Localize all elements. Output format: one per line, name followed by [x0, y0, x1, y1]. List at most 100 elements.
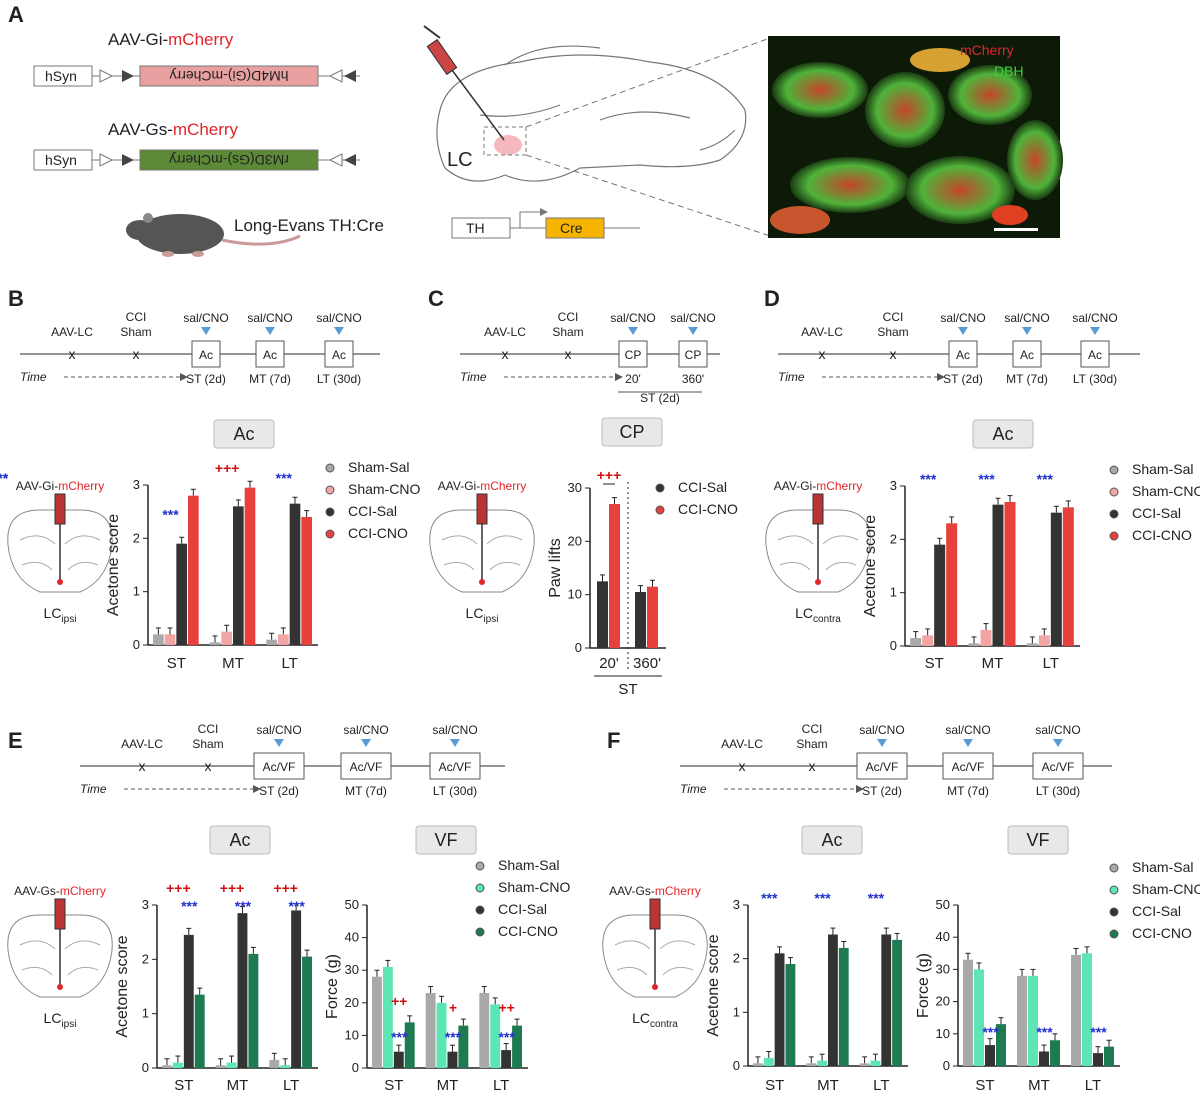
promoter-label: hSyn — [45, 152, 77, 168]
bar — [302, 956, 312, 1068]
legend-label: CCI-CNO — [1132, 527, 1192, 543]
rm3d-box — [139, 149, 319, 171]
arrow-down-icon — [628, 327, 638, 335]
arrow-down-icon — [958, 327, 968, 335]
legend-label: Sham-CNO — [1132, 483, 1200, 499]
x-tick-label: LT — [1043, 655, 1059, 672]
significance-mark: *** — [0, 470, 9, 486]
bar — [870, 1060, 881, 1066]
time-label: Time — [460, 370, 487, 384]
chart-header-box — [213, 419, 275, 449]
event-marker: x — [739, 758, 746, 774]
bar — [188, 495, 199, 645]
y-tick-label: 40 — [936, 929, 950, 944]
lc-side-label: LCcontra — [795, 605, 841, 625]
bar — [447, 1051, 458, 1068]
y-tick-label: 30 — [936, 961, 950, 976]
treatment-label: sal/CNO — [247, 311, 292, 325]
bar — [382, 966, 393, 1068]
significance-mark: *** — [978, 471, 995, 487]
significance-mark: *** — [391, 1029, 408, 1045]
test-box — [253, 752, 305, 780]
bar — [785, 964, 796, 1066]
legend-label: Sham-CNO — [1132, 881, 1200, 897]
micrograph-red-label: mCherry — [960, 42, 1014, 58]
y-tick-label: 2 — [142, 951, 149, 966]
test-box-label: Ac/VF — [952, 760, 985, 774]
syringe-icon — [649, 898, 661, 930]
bar — [763, 1057, 774, 1066]
bar — [226, 1062, 237, 1068]
cre-label: Cre — [560, 220, 583, 236]
bar — [974, 969, 984, 1066]
legend-label: CCI-Sal — [348, 503, 397, 519]
bar — [1071, 954, 1081, 1066]
bar — [806, 1063, 817, 1066]
bar — [280, 1065, 291, 1068]
y-tick-label: 30 — [568, 480, 582, 495]
y-tick-label: 3 — [142, 897, 149, 912]
legend: Sham-Sal Sham-CNO CCI-Sal CCI-CNO — [1109, 859, 1200, 941]
test-box-label: Ac — [1020, 348, 1034, 362]
x-tick-label: ST — [975, 1077, 994, 1094]
event-label: AAV-LC — [121, 737, 163, 751]
significance-mark: +++ — [220, 880, 245, 896]
y-tick-label: 20 — [568, 533, 582, 548]
bar — [1050, 1040, 1060, 1066]
legend-label: Sham-CNO — [498, 879, 570, 895]
y-tick-label: 10 — [568, 587, 582, 602]
lc-side-label: LCipsi — [466, 605, 499, 625]
legend-marker — [475, 861, 485, 871]
legend-marker — [475, 927, 485, 937]
significance-mark: +++ — [273, 880, 298, 896]
test-box — [1032, 752, 1084, 780]
legend-marker — [325, 485, 335, 495]
micrograph-image — [768, 36, 1063, 238]
test-box-label: CP — [685, 348, 702, 362]
panel-label-f: F — [607, 728, 620, 753]
legend-marker — [1109, 531, 1119, 541]
significance-mark: *** — [1036, 1024, 1053, 1040]
bar — [1038, 635, 1050, 646]
significance-mark: *** — [814, 890, 831, 906]
lc-highlight — [494, 135, 522, 155]
syringe-icon — [812, 493, 824, 525]
test-box — [340, 752, 392, 780]
test-box-label: Ac/VF — [439, 760, 472, 774]
bar — [1104, 1046, 1114, 1066]
x-tick-label: LT — [1085, 1077, 1101, 1094]
y-tick-label: 0 — [142, 1060, 149, 1075]
bar — [458, 1025, 469, 1068]
y-tick-label: 20 — [345, 995, 359, 1010]
construct-gs: AAV-Gs-mCherry hSyn rM3D(Gs)-mCherry — [33, 120, 360, 171]
injection-c: AAV-Gi-mCherry LCipsi — [429, 479, 535, 625]
y-tick-label: 20 — [936, 994, 950, 1009]
virus-label: AAV-Gi-mCherry — [438, 479, 526, 493]
chart-f-ac: Ac 0 1 2 3 Acetone score ST MT LT *** *** *** — [705, 825, 908, 1094]
bar — [490, 1004, 501, 1068]
y-tick-label: 3 — [133, 477, 140, 492]
bar — [985, 1045, 995, 1066]
virus-label: AAV-Gi-mCherry — [774, 479, 862, 493]
bar — [1039, 1051, 1049, 1066]
brain-sagittal-icon — [436, 45, 747, 182]
mouse-line-label: Long-Evans TH:Cre — [234, 216, 384, 235]
arrow-down-icon — [963, 739, 973, 747]
y-axis-label: Paw lifts — [547, 538, 564, 598]
arrow-down-icon — [361, 739, 371, 747]
y-tick-label: 0 — [943, 1058, 950, 1073]
arrow-down-icon — [1053, 739, 1063, 747]
bar — [774, 953, 785, 1066]
event-label: AAV-LC — [484, 325, 526, 339]
bar — [753, 1063, 763, 1066]
time-label: Time — [680, 782, 707, 796]
chart-header: Ac — [821, 830, 842, 850]
y-axis-label: Acetone score — [705, 934, 722, 1036]
bar — [892, 939, 902, 1066]
test-box-label: Ac/VF — [350, 760, 383, 774]
timepoint-label: 20' — [625, 372, 641, 386]
timeline-d: x AAV-LC x CCI Sham sal/CNO Ac ST (2d) sal/CNO Ac… — [778, 310, 1140, 386]
